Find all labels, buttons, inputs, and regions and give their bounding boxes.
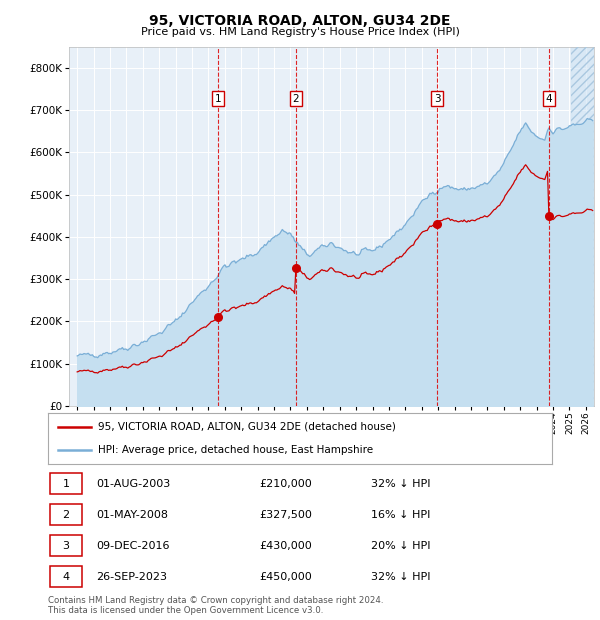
Bar bbox=[571, 46, 594, 406]
Text: 4: 4 bbox=[62, 572, 70, 582]
Text: Contains HM Land Registry data © Crown copyright and database right 2024.: Contains HM Land Registry data © Crown c… bbox=[48, 596, 383, 606]
Text: £210,000: £210,000 bbox=[260, 479, 313, 489]
Text: 32% ↓ HPI: 32% ↓ HPI bbox=[371, 479, 430, 489]
Text: 95, VICTORIA ROAD, ALTON, GU34 2DE (detached house): 95, VICTORIA ROAD, ALTON, GU34 2DE (deta… bbox=[98, 422, 396, 432]
Text: 16% ↓ HPI: 16% ↓ HPI bbox=[371, 510, 430, 520]
Text: 26-SEP-2023: 26-SEP-2023 bbox=[96, 572, 167, 582]
FancyBboxPatch shape bbox=[50, 536, 82, 556]
Text: 2: 2 bbox=[62, 510, 70, 520]
Text: £327,500: £327,500 bbox=[260, 510, 313, 520]
Text: 20% ↓ HPI: 20% ↓ HPI bbox=[371, 541, 430, 551]
Text: £450,000: £450,000 bbox=[260, 572, 313, 582]
Text: 3: 3 bbox=[62, 541, 70, 551]
Text: 32% ↓ HPI: 32% ↓ HPI bbox=[371, 572, 430, 582]
Text: £430,000: £430,000 bbox=[260, 541, 313, 551]
Text: 01-MAY-2008: 01-MAY-2008 bbox=[96, 510, 168, 520]
Text: 3: 3 bbox=[434, 94, 440, 104]
Text: 01-AUG-2003: 01-AUG-2003 bbox=[96, 479, 170, 489]
Text: Price paid vs. HM Land Registry's House Price Index (HPI): Price paid vs. HM Land Registry's House … bbox=[140, 27, 460, 37]
Text: 2: 2 bbox=[293, 94, 299, 104]
FancyBboxPatch shape bbox=[50, 567, 82, 587]
Text: 1: 1 bbox=[215, 94, 221, 104]
FancyBboxPatch shape bbox=[50, 474, 82, 494]
Text: 4: 4 bbox=[545, 94, 552, 104]
FancyBboxPatch shape bbox=[50, 505, 82, 525]
Text: This data is licensed under the Open Government Licence v3.0.: This data is licensed under the Open Gov… bbox=[48, 606, 323, 616]
Text: 1: 1 bbox=[62, 479, 70, 489]
Text: HPI: Average price, detached house, East Hampshire: HPI: Average price, detached house, East… bbox=[98, 445, 374, 455]
Text: 09-DEC-2016: 09-DEC-2016 bbox=[96, 541, 169, 551]
Bar bbox=[571, 46, 594, 406]
Text: 95, VICTORIA ROAD, ALTON, GU34 2DE: 95, VICTORIA ROAD, ALTON, GU34 2DE bbox=[149, 14, 451, 28]
